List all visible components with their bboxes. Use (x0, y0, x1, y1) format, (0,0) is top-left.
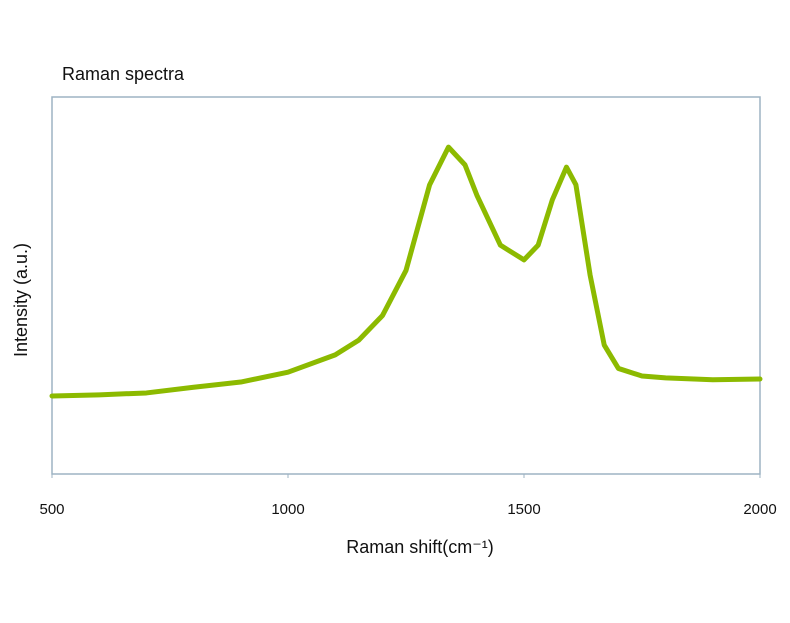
x-tick-label: 1500 (507, 501, 540, 518)
y-axis-label: Intensity (a.u.) (11, 243, 31, 357)
x-axis-label: Raman shift(cm⁻¹) (346, 537, 494, 557)
x-tick-label: 500 (39, 501, 64, 518)
spectrum-line (49, 144, 763, 399)
plot-area (51, 96, 761, 475)
x-tick-label: 1000 (271, 501, 304, 518)
chart-title: Raman spectra (62, 64, 185, 84)
x-tick-label: 2000 (743, 501, 776, 518)
